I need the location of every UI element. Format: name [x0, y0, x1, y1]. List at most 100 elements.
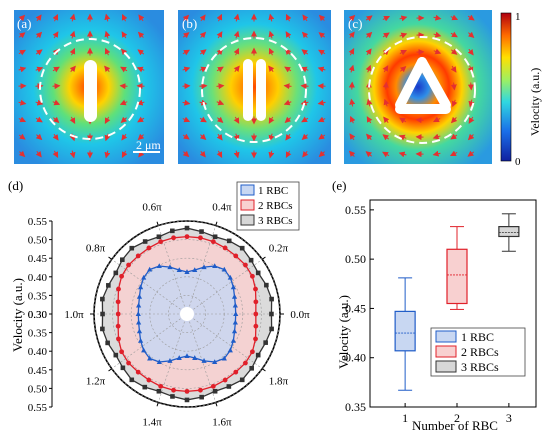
polar-grid-spoke: [186, 313, 263, 369]
flow-arrow: [301, 49, 309, 56]
rbc-cell-a: [84, 60, 97, 122]
flow-arrow: [18, 150, 26, 158]
flow-arrow: [69, 150, 76, 159]
polar-point: [269, 296, 274, 302]
polar-chart: 0.0π 0.2π 0.4π 0.6π 0.8π 1.0π 1.2π 1.4π 1.6π 1.8π…: [28, 181, 310, 428]
polar-point: [167, 358, 173, 363]
flow-arrow: [69, 30, 76, 39]
polar-point: [170, 394, 175, 399]
flow-arrow: [69, 116, 76, 124]
flow-arrow: [467, 48, 474, 56]
flow-arrow: [468, 99, 475, 108]
flow-arrow: [52, 83, 61, 90]
flow-arrow: [199, 150, 206, 158]
rbc-cell-c1: [395, 57, 427, 110]
flow-arrow: [450, 14, 459, 21]
polar-grid-ring: [168, 295, 206, 333]
colorbar-gradient: [500, 12, 512, 162]
polar-angle-tick: [261, 256, 266, 260]
polar-point: [210, 383, 216, 389]
polar-point: [249, 349, 255, 355]
colorbar-max-label: 1: [515, 11, 521, 23]
polar-angle-label: 0.4π: [212, 202, 232, 214]
flow-arrow: [182, 66, 191, 73]
flow-arrow: [199, 116, 207, 123]
polar-point: [184, 353, 190, 359]
polar-point: [212, 388, 218, 394]
colorbar: 1 0 Velocity (a.u.): [500, 11, 542, 168]
polar-point: [249, 365, 254, 371]
flow-arrow: [18, 14, 26, 22]
polar-point: [146, 377, 152, 383]
polar-point: [136, 302, 142, 308]
polar-angle-tick: [108, 368, 113, 372]
polar-point: [146, 245, 152, 251]
flow-arrow: [233, 47, 240, 56]
polar-point: [138, 337, 144, 343]
polar-point: [199, 394, 204, 400]
flow-arrows-c: [348, 14, 475, 158]
flow-arrow: [348, 14, 356, 22]
flow-arrow: [69, 13, 76, 22]
polar-point: [243, 360, 248, 366]
flow-arrow: [182, 49, 190, 56]
flow-arrow: [120, 116, 128, 124]
box-y-tick-label: 0.55: [345, 203, 366, 217]
flow-arrow: [467, 14, 475, 21]
polar-point: [222, 245, 228, 251]
box-legend-label: 3 RBCs: [461, 360, 499, 374]
colorbar-min-label: 0: [515, 156, 521, 168]
flow-arrow: [119, 83, 128, 90]
polar-point: [156, 388, 162, 394]
flow-arrow: [285, 13, 292, 22]
polar-angle-tick: [156, 221, 159, 226]
polar-point: [126, 262, 131, 268]
flow-arrow: [52, 13, 59, 22]
flow-arrow: [348, 64, 355, 73]
flow-arrow: [216, 83, 225, 90]
flow-arrow: [216, 133, 223, 141]
polar-angle-tick: [215, 221, 218, 226]
polar-grid-ring: [130, 257, 244, 371]
polar-point: [105, 340, 110, 346]
box-legend-swatch: [435, 345, 457, 358]
flow-arrow: [383, 116, 390, 124]
flow-arrow: [301, 133, 309, 141]
flow-arrow: [284, 116, 292, 123]
flow-arrow: [366, 116, 373, 124]
scale-bar-label: 2 μm: [136, 138, 161, 152]
polar-legend-swatch: [240, 214, 255, 226]
flow-arrow: [317, 66, 326, 73]
polar-r-tick-label: 0.40: [28, 272, 48, 284]
flow-arrow: [182, 116, 191, 123]
polar-point: [221, 355, 227, 361]
panel-label-b: (b): [182, 16, 197, 31]
polar-point: [243, 262, 248, 268]
polar-angle-label: 1.0π: [64, 309, 84, 321]
flow-arrow: [233, 30, 240, 39]
flow-arrow: [467, 133, 475, 141]
polar-point: [115, 323, 121, 329]
polar-point: [136, 319, 142, 325]
flow-arrow: [120, 66, 128, 73]
panel-d: (d) 0.0π 0.2π 0.4π 0.6π 0.8π 1.0π 1.2π 1.4π 1.6π…: [8, 178, 310, 428]
polar-r-tick-label: 0.45: [28, 365, 48, 377]
polar-point: [264, 282, 269, 288]
polar-point: [147, 355, 153, 361]
flow-arrow: [450, 65, 457, 73]
flow-arrow: [318, 14, 326, 22]
flow-arrow: [366, 133, 373, 141]
polar-angle-label: 1.6π: [212, 416, 232, 428]
polar-point: [230, 284, 236, 290]
flow-arrow: [233, 13, 240, 22]
box-xlabel: Number of RBC: [412, 418, 498, 433]
flow-arrow: [268, 133, 275, 142]
flow-arrow: [268, 150, 275, 159]
flow-arrow: [399, 15, 408, 22]
polar-ylabel: Velocity (a.u.): [10, 278, 25, 352]
polar-point: [231, 328, 238, 334]
polar-angle-label: 0.6π: [142, 202, 162, 214]
polar-legend-swatch: [240, 184, 255, 196]
flow-arrow: [199, 49, 207, 56]
panel-a: (a) 2 μm: [14, 10, 164, 164]
